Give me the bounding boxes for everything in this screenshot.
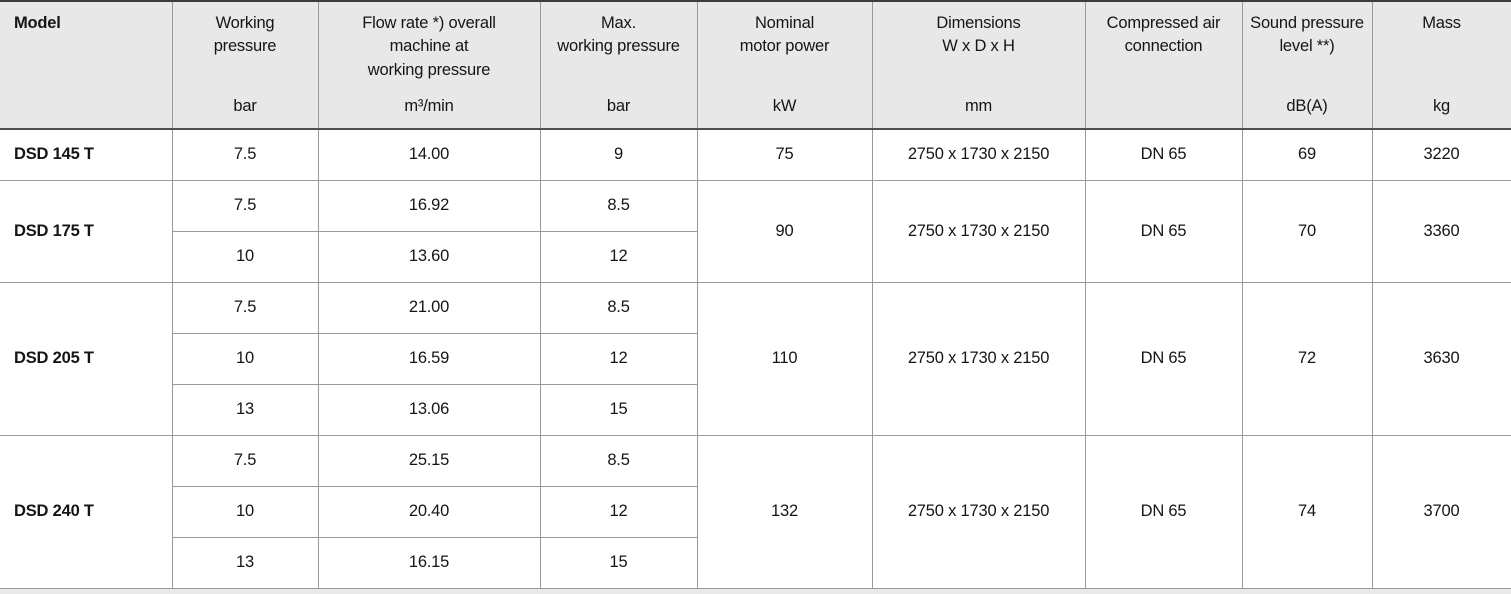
flow-rate-value: 21.00 bbox=[317, 281, 541, 334]
column-unit: kg bbox=[1432, 97, 1451, 115]
table-row: 13 16.15 15 bbox=[0, 536, 1511, 589]
column-label: Dimensions W x D x H bbox=[936, 14, 1021, 56]
column-header-max-working-pressure: Max. working pressure bar bbox=[539, 0, 698, 130]
dimensions-value: 2750 x 1730 x 2150 bbox=[871, 179, 1086, 283]
column-label: Model bbox=[14, 14, 61, 32]
column-header-air-connection: Compressed air connection bbox=[1084, 0, 1243, 130]
flow-rate-value: 13.06 bbox=[317, 383, 541, 436]
working-pressure-value: 10 bbox=[171, 230, 319, 283]
sound-level-value: 74 bbox=[1241, 434, 1373, 589]
dimensions-value: 2750 x 1730 x 2150 bbox=[871, 281, 1086, 436]
model-dsd-145-t: DSD 145 T bbox=[0, 128, 173, 181]
column-unit bbox=[0, 107, 172, 127]
motor-power-value: 90 bbox=[696, 179, 873, 283]
motor-power-value: 75 bbox=[696, 128, 873, 181]
flow-rate-value: 20.40 bbox=[317, 485, 541, 538]
flow-rate-value: 16.92 bbox=[317, 179, 541, 232]
working-pressure-value: 7.5 bbox=[171, 179, 319, 232]
table-row: 10 16.59 12 bbox=[0, 332, 1511, 385]
column-label: Sound pressure level **) bbox=[1250, 14, 1364, 56]
mass-value: 3360 bbox=[1371, 179, 1511, 283]
dimensions-value: 2750 x 1730 x 2150 bbox=[871, 434, 1086, 589]
max-pressure-value: 8.5 bbox=[539, 434, 698, 487]
column-unit: m³/min bbox=[404, 97, 454, 115]
table-row: 10 13.60 12 bbox=[0, 230, 1511, 283]
column-label: Mass bbox=[1422, 14, 1461, 32]
column-header-flow-rate: Flow rate *) overall machine at working … bbox=[317, 0, 541, 130]
header-row: Model Working pressure bar Flow rate *) o… bbox=[0, 0, 1511, 130]
flow-rate-value: 16.15 bbox=[317, 536, 541, 589]
air-connection-value: DN 65 bbox=[1084, 281, 1243, 436]
table-header: Model Working pressure bar Flow rate *) o… bbox=[0, 0, 1511, 130]
table-row: DSD 205 T 7.5 21.00 8.5 110 2750 x 1730 … bbox=[0, 281, 1511, 436]
table-row: 10 20.40 12 bbox=[0, 485, 1511, 538]
table-row: 13 13.06 15 bbox=[0, 383, 1511, 436]
column-header-sound-level: Sound pressure level **) dB(A) bbox=[1241, 0, 1373, 130]
column-unit: dB(A) bbox=[1286, 97, 1328, 115]
column-header-working-pressure: Working pressure bar bbox=[171, 0, 319, 130]
column-header-model: Model bbox=[0, 0, 173, 130]
max-pressure-value: 9 bbox=[539, 128, 698, 181]
model-dsd-240-t: DSD 240 T bbox=[0, 434, 173, 589]
working-pressure-value: 10 bbox=[171, 332, 319, 385]
column-unit: bar bbox=[233, 97, 257, 115]
air-connection-value: DN 65 bbox=[1084, 179, 1243, 283]
column-label: Nominal motor power bbox=[739, 14, 830, 56]
dimensions-value: 2750 x 1730 x 2150 bbox=[871, 128, 1086, 181]
max-pressure-value: 8.5 bbox=[539, 179, 698, 232]
table-body: DSD 145 T 7.5 14.00 9 75 2750 x 1730 x 2… bbox=[0, 128, 1511, 589]
sound-level-value: 72 bbox=[1241, 281, 1373, 436]
max-pressure-value: 12 bbox=[539, 332, 698, 385]
air-connection-value: DN 65 bbox=[1084, 434, 1243, 589]
column-unit: mm bbox=[964, 97, 993, 115]
max-pressure-value: 12 bbox=[539, 485, 698, 538]
working-pressure-value: 7.5 bbox=[171, 128, 319, 181]
column-header-motor-power: Nominal motor power kW bbox=[696, 0, 873, 130]
max-pressure-value: 8.5 bbox=[539, 281, 698, 334]
mass-value: 3220 bbox=[1371, 128, 1511, 181]
table-row: DSD 145 T 7.5 14.00 9 75 2750 x 1730 x 2… bbox=[0, 128, 1511, 181]
column-label: Flow rate *) overall machine at working … bbox=[362, 14, 496, 79]
max-pressure-value: 12 bbox=[539, 230, 698, 283]
table-row: DSD 175 T 7.5 16.92 8.5 90 2750 x 1730 x… bbox=[0, 179, 1511, 283]
flow-rate-value: 13.60 bbox=[317, 230, 541, 283]
page-margin-strip bbox=[0, 588, 1511, 594]
model-dsd-205-t: DSD 205 T bbox=[0, 281, 173, 436]
column-header-mass: Mass kg bbox=[1371, 0, 1511, 130]
flow-rate-value: 16.59 bbox=[317, 332, 541, 385]
column-unit: bar bbox=[606, 97, 631, 115]
table-row: DSD 240 T 7.5 25.15 8.5 132 2750 x 1730 … bbox=[0, 434, 1511, 589]
sound-level-value: 69 bbox=[1241, 128, 1373, 181]
flow-rate-value: 25.15 bbox=[317, 434, 541, 487]
mass-value: 3700 bbox=[1371, 434, 1511, 589]
max-pressure-value: 15 bbox=[539, 383, 698, 436]
working-pressure-value: 13 bbox=[171, 383, 319, 436]
working-pressure-value: 7.5 bbox=[171, 281, 319, 334]
column-label: Max. working pressure bbox=[557, 14, 680, 56]
model-dsd-175-t: DSD 175 T bbox=[0, 179, 173, 283]
motor-power-value: 132 bbox=[696, 434, 873, 589]
working-pressure-value: 7.5 bbox=[171, 434, 319, 487]
column-header-dimensions: Dimensions W x D x H mm bbox=[871, 0, 1086, 130]
column-label: Compressed air connection bbox=[1106, 14, 1221, 56]
mass-value: 3630 bbox=[1371, 281, 1511, 436]
column-unit: kW bbox=[772, 97, 797, 115]
motor-power-value: 110 bbox=[696, 281, 873, 436]
max-pressure-value: 15 bbox=[539, 536, 698, 589]
column-label: Working pressure bbox=[213, 14, 277, 56]
sound-level-value: 70 bbox=[1241, 179, 1373, 283]
air-connection-value: DN 65 bbox=[1084, 128, 1243, 181]
flow-rate-value: 14.00 bbox=[317, 128, 541, 181]
column-unit bbox=[1086, 107, 1242, 127]
working-pressure-value: 13 bbox=[171, 536, 319, 589]
working-pressure-value: 10 bbox=[171, 485, 319, 538]
